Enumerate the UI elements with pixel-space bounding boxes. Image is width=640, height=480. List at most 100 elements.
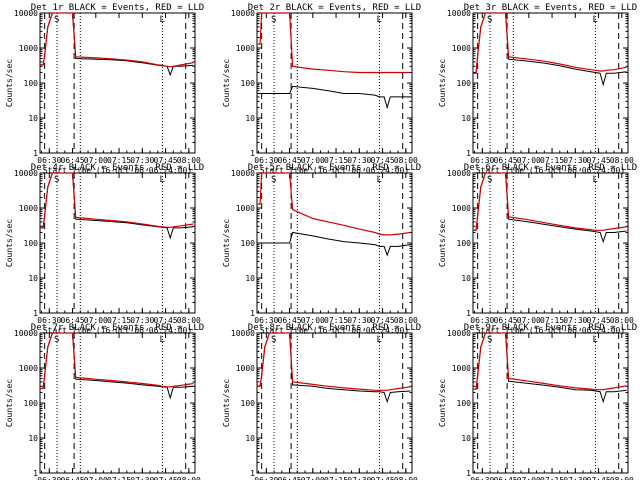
x-tick-label: 07:45 xyxy=(154,316,178,325)
marker-l: L xyxy=(159,175,164,185)
y-tick-label: 10000 xyxy=(447,329,471,338)
x-tick-label: 08:00 xyxy=(177,316,201,325)
series-lld-line xyxy=(257,172,411,236)
x-tick-label: 07:00 xyxy=(84,156,108,165)
y-tick-label: 1 xyxy=(33,149,38,158)
marker-s: S xyxy=(54,175,59,185)
panel-title: Det 2r BLACK = Events, RED = LLD xyxy=(248,3,421,13)
marker-l: L xyxy=(592,175,597,185)
y-tick-label: 10 xyxy=(245,434,255,443)
panel-det-5: Det 5r BLACK = Events, RED = LLD 1 10 100 10… xyxy=(222,163,421,335)
y-tick-label: 1000 xyxy=(19,44,38,53)
series-events-line xyxy=(473,12,627,87)
series-lld-line xyxy=(40,12,194,68)
marker-s: S xyxy=(271,335,276,345)
x-tick-label: 07:45 xyxy=(587,476,611,480)
x-tick-label: 06:30 xyxy=(37,316,61,325)
x-tick-label: 07:30 xyxy=(563,476,587,480)
panel-title: Det 8r BLACK = Events, RED = LLD xyxy=(248,323,421,333)
panel-title: Det 1r BLACK = Events, RED = LLD xyxy=(31,3,204,13)
x-tick-label: 07:00 xyxy=(517,476,541,480)
y-axis-label: Counts/sec xyxy=(438,59,447,107)
y-tick-label: 100 xyxy=(457,399,472,408)
y-tick-label: 100 xyxy=(457,239,472,248)
x-tick-label: 06:30 xyxy=(254,476,278,480)
marker-l: L xyxy=(592,15,597,25)
y-tick-label: 100 xyxy=(457,79,472,88)
marker-s: S xyxy=(271,175,276,185)
x-tick-label: 08:00 xyxy=(610,156,634,165)
x-tick-label: 07:45 xyxy=(371,156,395,165)
x-tick-label: 06:30 xyxy=(470,156,494,165)
y-tick-label: 10 xyxy=(28,434,38,443)
x-tick-label: 07:00 xyxy=(84,476,108,480)
y-axis-label: Counts/sec xyxy=(5,379,14,427)
y-tick-label: 100 xyxy=(24,79,39,88)
plot-frame xyxy=(472,172,629,314)
y-tick-label: 10000 xyxy=(447,169,471,178)
marker-s: S xyxy=(54,15,59,25)
y-tick-label: 1000 xyxy=(236,44,255,53)
y-tick-label: 10 xyxy=(28,114,38,123)
x-tick-label: 06:30 xyxy=(470,316,494,325)
plot-frame xyxy=(472,332,629,474)
series-events-line xyxy=(473,332,627,404)
x-tick-label: 07:15 xyxy=(107,156,131,165)
x-tick-label: 08:00 xyxy=(610,476,634,480)
x-axis-label: Start Time (16-Oct-06 06:24:00) xyxy=(260,166,409,175)
panel-det-6: Det 6r BLACK = Events, RED = LLD 1 10 100 10… xyxy=(438,163,637,335)
y-axis-label: Counts/sec xyxy=(222,59,231,107)
y-tick-label: 10000 xyxy=(14,329,38,338)
series-events-line xyxy=(40,172,194,240)
x-axis-label: Start Time (16-Oct-06 06:24:00) xyxy=(260,326,409,335)
y-tick-label: 1000 xyxy=(236,204,255,213)
plot-frame xyxy=(256,12,413,154)
x-tick-label: 08:00 xyxy=(177,156,201,165)
panel-det-8: Det 8r BLACK = Events, RED = LLD 1 10 100 10… xyxy=(222,323,421,480)
panel-det-9: Det 9r BLACK = Events, RED = LLD 1 10 100 10… xyxy=(438,323,637,480)
plot-frame xyxy=(472,12,629,154)
y-tick-label: 10000 xyxy=(14,169,38,178)
y-tick-label: 10000 xyxy=(231,9,255,18)
series-events-line xyxy=(257,231,411,257)
x-tick-label: 07:00 xyxy=(301,476,325,480)
y-tick-label: 10 xyxy=(461,114,471,123)
y-tick-label: 100 xyxy=(241,399,256,408)
x-tick-label: 06:30 xyxy=(470,476,494,480)
y-tick-label: 1 xyxy=(250,149,255,158)
marker-l: L xyxy=(376,15,381,25)
x-tick-label: 06:45 xyxy=(61,156,85,165)
y-tick-label: 100 xyxy=(241,239,256,248)
y-tick-label: 100 xyxy=(24,239,39,248)
y-tick-label: 1 xyxy=(466,469,471,478)
y-axis-label: Counts/sec xyxy=(438,219,447,267)
x-tick-label: 07:00 xyxy=(517,316,541,325)
x-axis-label: Start Time (16-Oct-06 06:24:00) xyxy=(43,326,192,335)
y-axis-label: Counts/sec xyxy=(222,219,231,267)
x-tick-label: 06:45 xyxy=(494,476,518,480)
panel-title: Det 4r BLACK = Events, RED = LLD xyxy=(31,163,204,173)
panel-det-7: Det 7r BLACK = Events, RED = LLD 1 10 100 10… xyxy=(5,323,204,480)
y-tick-label: 10000 xyxy=(231,169,255,178)
y-tick-label: 1000 xyxy=(452,44,471,53)
x-tick-label: 06:45 xyxy=(278,156,302,165)
panel-title: Det 7r BLACK = Events, RED = LLD xyxy=(31,323,204,333)
x-tick-label: 07:30 xyxy=(563,316,587,325)
x-tick-label: 07:30 xyxy=(130,156,154,165)
marker-l: L xyxy=(376,335,381,345)
series-lld-line xyxy=(257,12,411,74)
x-tick-label: 07:15 xyxy=(324,156,348,165)
series-events-line xyxy=(473,172,627,244)
series-lld-line xyxy=(473,332,627,391)
series-events-line xyxy=(257,332,411,404)
x-tick-label: 06:30 xyxy=(37,476,61,480)
y-tick-label: 1 xyxy=(33,309,38,318)
y-tick-label: 1000 xyxy=(19,364,38,373)
x-tick-label: 07:30 xyxy=(347,156,371,165)
x-axis-label: Start Time (16-Oct-06 06:24:00) xyxy=(476,166,625,175)
y-tick-label: 1 xyxy=(250,469,255,478)
y-axis-label: Counts/sec xyxy=(222,379,231,427)
marker-s: S xyxy=(487,175,492,185)
x-tick-label: 07:45 xyxy=(154,476,178,480)
x-tick-label: 07:30 xyxy=(347,316,371,325)
